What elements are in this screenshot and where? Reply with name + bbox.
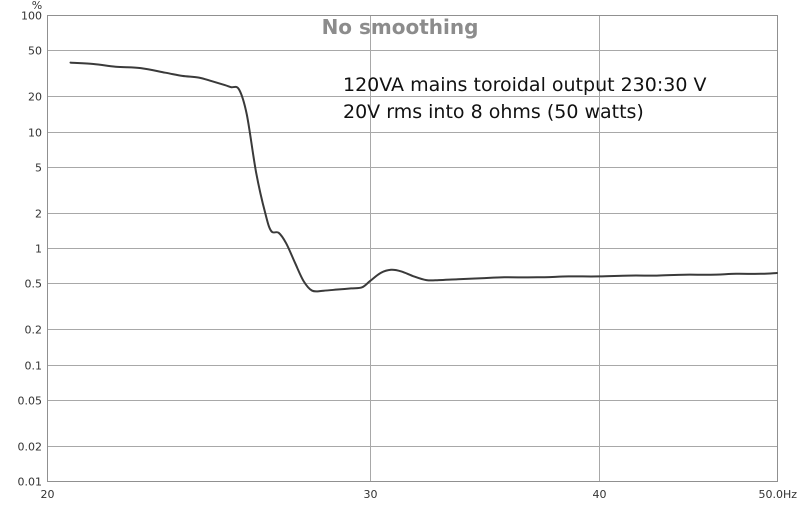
chart-title: No smoothing — [322, 15, 479, 39]
series-layer — [69, 61, 778, 293]
y-tick-label: 0.02 — [18, 441, 43, 454]
y-tick-label: 0.2 — [25, 324, 43, 337]
y-tick-label: 1 — [35, 243, 42, 256]
plot-frame — [47, 15, 778, 482]
y-tick-label: 100 — [21, 10, 42, 23]
y-unit-label: % — [32, 0, 42, 12]
y-tick-label: 0.05 — [18, 395, 43, 408]
y-tick-label: 20 — [28, 91, 42, 104]
series-line — [69, 61, 778, 293]
y-tick-label: 50 — [28, 45, 42, 58]
x-tick-label: 30 — [364, 488, 378, 501]
x-tick-label: 50.0Hz — [758, 488, 797, 501]
y-tick-label: 0.5 — [25, 278, 43, 291]
y-tick-label: 0.1 — [25, 360, 43, 373]
y-tick-label: 10 — [28, 127, 42, 140]
y-tick-label: 2 — [35, 208, 42, 221]
annotation-line-2: 20V rms into 8 ohms (50 watts) — [343, 101, 644, 123]
x-tick-label: 40 — [593, 488, 607, 501]
y-tick-label: 0.01 — [18, 476, 43, 489]
x-tick-label: 20 — [41, 488, 55, 501]
annotation-line-1: 120VA mains toroidal output 230:30 V — [343, 74, 706, 96]
y-tick-label: 5 — [35, 162, 42, 175]
axis-layer — [47, 15, 778, 482]
